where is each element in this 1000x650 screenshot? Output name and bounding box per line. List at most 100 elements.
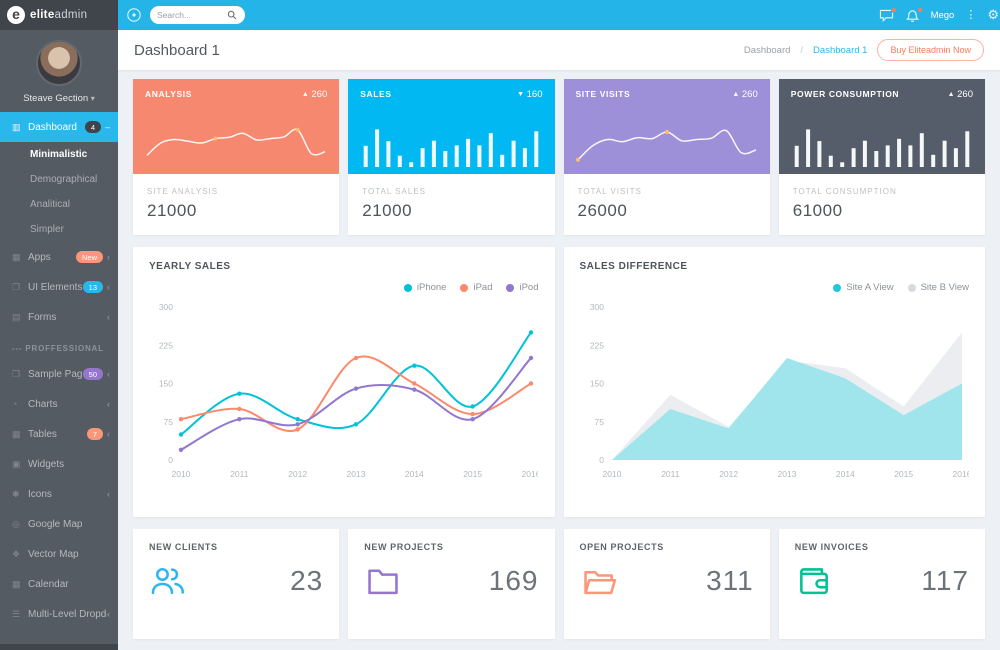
legend-dot-icon [506, 283, 515, 292]
legend-dot-icon [403, 283, 412, 292]
svg-text:0: 0 [168, 455, 173, 465]
stat-card-value: 21000 [362, 201, 413, 220]
folder-open-icon [583, 571, 616, 595]
legend-item-iphone[interactable]: iPhone [403, 282, 447, 293]
svg-text:300: 300 [589, 302, 603, 312]
sidebar-item-label: Analitical [30, 199, 71, 210]
sparkline-bars [794, 129, 970, 167]
sidebar-item-multi-level-dropdown[interactable]: ☰ Multi-Level Dropdown‹ [0, 599, 118, 629]
search-bar[interactable] [150, 6, 245, 24]
sidebar-item-vector-map[interactable]: ❖ Vector Map [0, 539, 118, 569]
chart-canvas: 0 75 150 225 300 2010 2011 2012 2013 2014 2015 2016 [589, 302, 971, 479]
sidebar-item-label: Icons [28, 488, 52, 500]
svg-text:2011: 2011 [230, 469, 249, 479]
page-header: Dashboard 1 Dashboard / Dashboard 1 Buy … [118, 30, 1000, 70]
stat-card-info: TOTAL VISITS 26000 [564, 174, 770, 235]
sidebar-toggle-icon[interactable] [126, 7, 142, 23]
stat-card-chart-area: POWER CONSUMPTION ▲ 260 [778, 79, 985, 174]
badge-dashboard: 4 [84, 121, 101, 133]
calendar-icon: ▦ [12, 578, 21, 589]
user-block: Steave Gection ▾ [0, 30, 118, 112]
sparkline-line [146, 127, 326, 156]
settings-gear-icon[interactable]: ⚙ [987, 7, 999, 22]
sidebar-item-calendar[interactable]: ▦ Calendar [0, 569, 118, 599]
legend-item-site-a-view[interactable]: Site A View [833, 282, 894, 293]
svg-text:2012: 2012 [719, 469, 738, 479]
summary-card-open-projects: OPEN PROJECTS 311 [563, 529, 770, 639]
legend-item-ipad[interactable]: iPad [460, 282, 492, 293]
user-menu[interactable]: Mego [930, 9, 955, 21]
ui-elements-icon: ❐ [12, 281, 21, 292]
legend-label: Site B View [920, 282, 969, 293]
svg-text:2013: 2013 [777, 469, 796, 479]
brand-logo-icon: e [7, 6, 25, 24]
sidebar-item-label: Widgets [28, 458, 65, 470]
sidebar-item-icons[interactable]: ✱ Icons ‹ [0, 479, 118, 509]
sidebar-item-label: Charts [28, 398, 58, 410]
logo-bar[interactable]: e eliteadmin [0, 0, 118, 30]
breadcrumb-separator: / [800, 44, 804, 56]
buy-eliteadmin-button[interactable]: Buy Eliteadmin Now [877, 39, 984, 61]
sidebar-item-minimalistic[interactable]: Minimalistic [0, 142, 118, 167]
stat-card-label: TOTAL SALES [362, 187, 427, 196]
topbar-right: Mego ⋮ ⚙ [879, 6, 999, 23]
search-icon[interactable] [227, 10, 237, 20]
summary-card-label: NEW INVOICES [794, 542, 869, 552]
stat-card-delta: ▲ 260 [732, 89, 758, 100]
svg-text:225: 225 [159, 340, 173, 350]
chart-card-sales-difference: SALES DIFFERENCE Site A View Site B View 0 7… [563, 247, 985, 517]
chevron-left-icon: ‹ [107, 489, 110, 499]
chart-legend: Site A View Site B View [580, 282, 969, 293]
chevron-left-icon: ‹ [107, 399, 110, 409]
sidebar-item-widgets[interactable]: ▣ Widgets [0, 449, 118, 479]
svg-text:225: 225 [589, 340, 603, 350]
chart-legend: iPhone iPad iPod [149, 282, 539, 293]
notifications-icon[interactable] [905, 6, 923, 22]
kebab-menu-icon[interactable]: ⋮ [965, 8, 977, 21]
stat-card-power-consumption: POWER CONSUMPTION ▲ 260 TOTAL CONSUMPTION 6… [778, 79, 985, 235]
svg-text:2015: 2015 [894, 469, 913, 479]
stat-card-title: ANALYSIS [145, 89, 192, 99]
summary-card-new-clients: NEW CLIENTS 23 [133, 529, 340, 639]
sidebar-item-charts[interactable]: ◔ Charts ‹ [0, 389, 118, 419]
page-title: Dashboard 1 [134, 41, 220, 59]
sidebar-item-google-map[interactable]: ◎ Google Map [0, 509, 118, 539]
sidebar-item-demographical[interactable]: Demographical [0, 167, 118, 192]
sidebar-item-dashboard[interactable]: ▥ Dashboard 4– [0, 112, 118, 142]
sidebar-item-simpler[interactable]: Simpler [0, 217, 118, 242]
chevron-down-icon: ▾ [90, 94, 95, 103]
sidebar-item-apps[interactable]: ▦ Apps New ‹ [0, 242, 118, 272]
sidebar-item-label: UI Elements [28, 281, 83, 293]
sidebar-item-analitical[interactable]: Analitical [0, 192, 118, 217]
avatar[interactable] [36, 40, 82, 86]
svg-text:2015: 2015 [463, 469, 482, 479]
sidebar-item-tables[interactable]: ▦ Tables 7 ‹ [0, 419, 118, 449]
stat-card-value: 61000 [792, 201, 843, 220]
sidebar-item-forms[interactable]: ▤ Forms ‹ [0, 302, 118, 332]
sidebar-footer [0, 644, 118, 650]
sidebar-item-label: Demographical [30, 174, 98, 185]
brand-name: eliteadmin [30, 9, 87, 21]
legend-label: iPhone [416, 282, 447, 293]
legend-item-ipod[interactable]: iPod [506, 282, 539, 293]
stat-card-label: TOTAL CONSUMPTION [792, 187, 897, 196]
header-right: Dashboard / Dashboard 1 Buy Eliteadmin N… [744, 39, 984, 61]
content: ANALYSIS ▲ 260 SITE ANALYSIS 21000 SALES ▼ 16… [118, 70, 1000, 650]
svg-text:300: 300 [159, 302, 173, 312]
charts-row: YEARLY SALES iPhone iPad iPod 0 75 150 225 300 20… [133, 247, 985, 517]
breadcrumb-root[interactable]: Dashboard [743, 44, 791, 56]
search-input[interactable] [157, 10, 227, 20]
sidebar-item-sample-pages[interactable]: ❒ Sample Pages50 ‹ [0, 359, 118, 389]
user-name-dropdown[interactable]: Steave Gection ▾ [0, 93, 118, 104]
sidebar-item-ui-elements[interactable]: ❐ UI Elements 13 ‹ [0, 272, 118, 302]
users-icon [151, 568, 184, 595]
vector-map-icon: ❖ [12, 548, 21, 559]
stat-card-title: SALES [360, 89, 392, 99]
stat-card-analysis: ANALYSIS ▲ 260 SITE ANALYSIS 21000 [133, 79, 340, 235]
messages-icon[interactable] [879, 6, 897, 22]
topbar: Mego ⋮ ⚙ [118, 0, 1000, 30]
legend-item-site-b-view[interactable]: Site B View [907, 282, 969, 293]
stat-card-info: SITE ANALYSIS 21000 [133, 174, 339, 235]
summary-card-value: 169 [488, 565, 539, 596]
brand-light: admin [54, 9, 88, 21]
